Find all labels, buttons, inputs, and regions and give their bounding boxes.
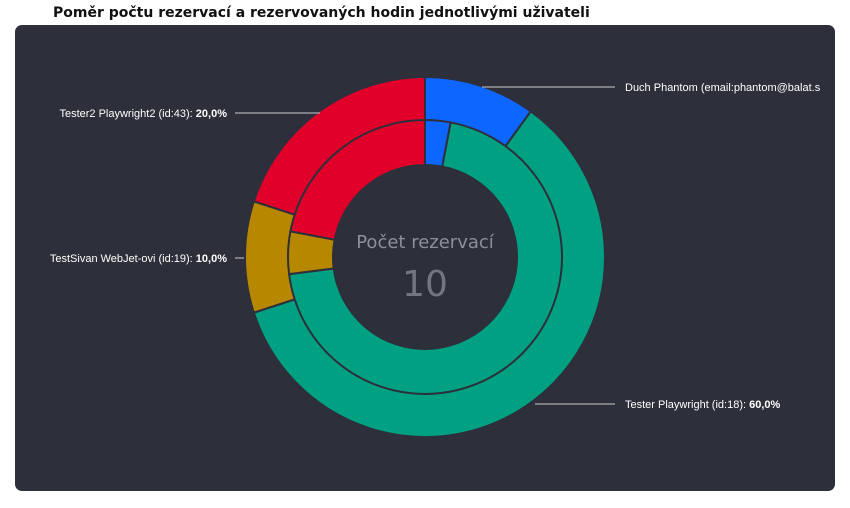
callout-tester2-label: Tester2 Playwright2 (id:43): [59, 108, 195, 120]
chart-panel: Duch Phantom (email:phantom@balat.s Test… [15, 25, 835, 491]
callout-tester-playwright-label: Tester Playwright (id:18): [625, 399, 749, 411]
chart-title: Poměr počtu rezervací a rezervovaných ho… [53, 5, 590, 21]
inner-slice-3[interactable] [289, 118, 426, 241]
inner-ring [287, 118, 563, 395]
callout-tester2-value: 20,0% [196, 108, 227, 120]
callout-duch-phantom: Duch Phantom (email:phantom@balat.s [625, 82, 821, 94]
center-value: 10 [402, 264, 448, 305]
callout-tester-playwright-value: 60,0% [749, 399, 780, 411]
inner-slice-1[interactable] [287, 121, 563, 395]
callout-testsivan-value: 10,0% [196, 253, 227, 265]
center-title: Počet rezervací [356, 232, 495, 253]
callout-tester-playwright: Tester Playwright (id:18): 60,0% [625, 399, 781, 411]
callout-testsivan-label: TestSivan WebJet-ovi (id:19): [50, 253, 196, 265]
callout-duch-phantom-label: Duch Phantom (email:phantom@balat.s [625, 82, 821, 94]
callout-testsivan: TestSivan WebJet-ovi (id:19): 10,0% [50, 253, 227, 265]
callout-tester2-playwright2: Tester2 Playwright2 (id:43): 20,0% [59, 108, 227, 120]
nested-donut-chart: Duch Phantom (email:phantom@balat.s Test… [50, 75, 821, 438]
